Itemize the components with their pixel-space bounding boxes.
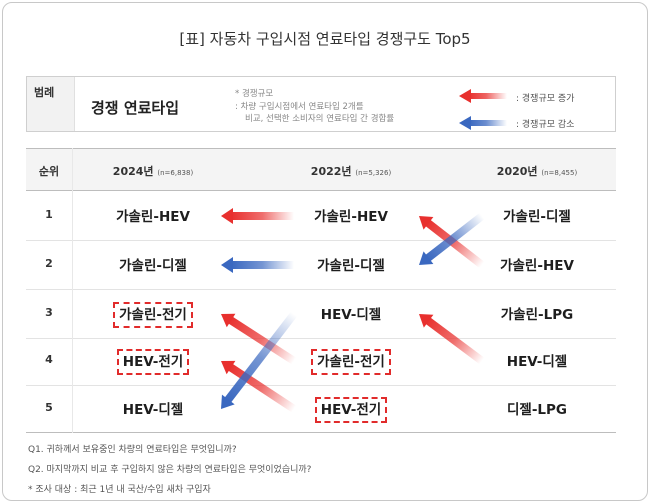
fuel-pair: 가솔린-디젤 — [317, 258, 385, 274]
table-cell-2024: 가솔린-HEV — [88, 204, 218, 230]
table-cell-2020: HEV-디젤 — [472, 349, 602, 375]
increase-arrow-icon — [419, 216, 485, 269]
fuel-pair: HEV-디젤 — [506, 354, 568, 370]
table-top-rule — [26, 148, 616, 149]
legend-label: 범례 — [34, 86, 55, 99]
column-sample-size: (n=5,326) — [355, 169, 392, 177]
legend-note-line1: : 차량 구입시점에서 연료타입 2개를 — [235, 102, 364, 112]
table-cell-2020: 가솔린-디젤 — [472, 204, 602, 230]
column-year: 2020년 — [496, 165, 538, 178]
decrease-arrow-icon — [221, 311, 298, 409]
fuel-pair: HEV-디젤 — [122, 402, 184, 418]
row-divider — [26, 240, 616, 241]
table-cell-2022: 가솔린-HEV — [286, 204, 416, 230]
legend-note-line2: 비교, 선택한 소비자의 연료타입 간 경합률 — [245, 114, 395, 124]
rank-column-divider — [72, 148, 73, 433]
table-cell-2022: 가솔린-전기 — [286, 349, 416, 375]
table-cell-2022: HEV-디젤 — [286, 302, 416, 328]
column-header-2022: 2022년 (n=5,326) — [286, 163, 416, 179]
legend-arrows — [459, 89, 507, 130]
ranking-arrows — [221, 208, 485, 413]
row-divider — [26, 385, 616, 386]
rank-number: 2 — [45, 257, 53, 270]
legend-increase-label: : 경쟁규모 증가 — [516, 94, 575, 104]
column-sample-size: (n=6,838) — [157, 169, 194, 177]
legend-main-label: 경쟁 연료타입 — [91, 99, 180, 117]
row-divider — [26, 338, 616, 339]
highlighted-fuel-pair: 가솔린-전기 — [311, 349, 391, 375]
legend-box: 범례 경쟁 연료타입 * 경쟁규모 : 차량 구입시점에서 연료타입 2개를 비… — [26, 76, 616, 132]
increase-arrow-icon — [419, 314, 485, 365]
table-cell-2022: HEV-전기 — [286, 397, 416, 423]
column-header-2024: 2024년 (n=6,838) — [88, 163, 218, 179]
table-bottom-rule — [26, 432, 616, 433]
table-cell-2022: 가솔린-디젤 — [286, 253, 416, 279]
column-year: 2022년 — [310, 165, 352, 178]
decrease-arrow-icon — [221, 257, 294, 273]
table-cell-2020: 가솔린-LPG — [472, 302, 602, 328]
table-header-bg — [26, 148, 616, 190]
fuel-pair: HEV-디젤 — [320, 307, 382, 323]
column-sample-size: (n=8,455) — [541, 169, 578, 177]
legend-note-title: * 경쟁규모 — [235, 89, 274, 99]
fuel-pair: 가솔린-디젤 — [503, 209, 571, 225]
increase-arrow-icon — [221, 313, 297, 365]
rank-number: 4 — [45, 353, 53, 366]
highlighted-fuel-pair: 가솔린-전기 — [113, 302, 193, 328]
table-header-rule — [26, 190, 616, 191]
footer-q2: Q2. 마지막까지 비교 후 구입하지 않은 차량의 연료타입은 무엇이었습니까… — [28, 465, 312, 475]
rank-number: 1 — [45, 208, 53, 221]
decrease-arrow-icon — [419, 212, 485, 265]
table-cell-2024: HEV-전기 — [88, 349, 218, 375]
table-cell-2024: 가솔린-디젤 — [88, 253, 218, 279]
highlighted-fuel-pair: HEV-전기 — [314, 397, 388, 423]
column-year: 2024년 — [112, 165, 154, 178]
highlighted-fuel-pair: HEV-전기 — [116, 349, 190, 375]
legend-decrease-label: : 경쟁규모 감소 — [516, 120, 575, 130]
rank-number: 3 — [45, 306, 53, 319]
legend-decrease-arrow-icon — [459, 116, 507, 130]
fuel-pair: 가솔린-HEV — [116, 209, 190, 225]
table-cell-2024: 가솔린-전기 — [88, 302, 218, 328]
rank-number: 5 — [45, 401, 53, 414]
table-cell-2020: 디젤-LPG — [472, 397, 602, 423]
chart-title: [표] 자동차 구입시점 연료타입 경쟁구도 Top5 — [179, 30, 471, 48]
fuel-pair: 가솔린-HEV — [500, 258, 574, 274]
row-divider — [26, 289, 616, 290]
fuel-pair: 가솔린-디젤 — [119, 258, 187, 274]
rank-header: 순위 — [38, 165, 60, 178]
fuel-pair: 디젤-LPG — [506, 402, 568, 418]
footer-q1: Q1. 귀하께서 보유중인 차량의 연료타입은 무엇입니까? — [28, 445, 237, 455]
footer-survey: * 조사 대상 : 최근 1년 내 국산/수입 새차 구입자 — [28, 485, 211, 495]
column-header-2020: 2020년 (n=8,455) — [467, 163, 607, 179]
legend-increase-arrow-icon — [459, 89, 507, 103]
increase-arrow-icon — [221, 208, 294, 224]
fuel-pair: 가솔린-LPG — [500, 307, 574, 323]
ranking-table: 순위 2024년 (n=6,838) 2022년 (n=5,326) 2020년… — [26, 148, 616, 433]
legend-header: 범례 — [27, 77, 75, 131]
table-cell-2020: 가솔린-HEV — [472, 253, 602, 279]
table-cell-2024: HEV-디젤 — [88, 397, 218, 423]
fuel-pair: 가솔린-HEV — [314, 209, 388, 225]
